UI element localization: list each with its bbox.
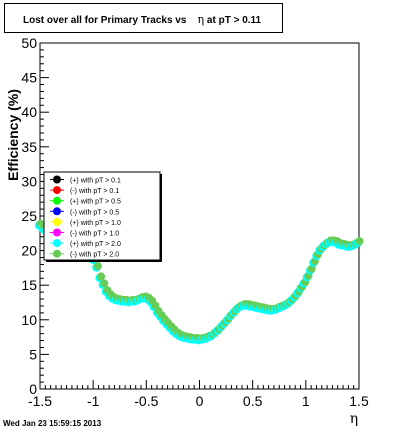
legend-marker [53,186,61,195]
timestamp-footer: Wed Jan 23 15:59:15 2013 [3,419,102,428]
chart-title-part2: at pT > 0.11 [206,15,262,26]
y-tick-label: 25 [21,208,37,224]
legend-marker [53,217,61,226]
x-tick-label: 1.5 [349,393,369,409]
y-tick-label: 20 [21,243,37,259]
data-point-minus-pt2 [355,237,364,246]
y-axis-label: Efficiency (%) [5,89,21,181]
chart-title-part1: Lost over all for Primary Tracks vs [23,15,187,26]
data-point-minus-pt2 [100,279,109,288]
legend-marker [53,207,61,216]
y-tick-label: 40 [21,104,37,120]
y-tick-label: 30 [21,173,37,189]
legend-marker [53,239,61,248]
y-tick-label: 15 [21,277,37,293]
legend-marker [53,249,61,258]
y-tick-label: 45 [21,70,37,86]
x-tick-label: -1.5 [28,393,52,409]
x-tick-label: 0 [196,393,204,409]
legend-label: (+) with pT > 1.0 [70,220,121,227]
y-tick-label: 35 [21,139,37,155]
legend-label: (+) with pT > 2.0 [70,241,121,248]
data-point-minus-pt2 [97,272,106,281]
legend-box [43,171,161,261]
legend-marker [53,196,61,205]
x-tick-label: -0.5 [134,393,158,409]
x-tick-label: 1 [302,393,310,409]
legend-label: (-) with pT > 2.0 [70,252,119,259]
y-tick-label: 5 [29,346,37,362]
data-point-minus-pt2 [93,262,102,271]
chart-title-eta: η [197,13,205,26]
legend-label: (-) with pT > 0.1 [70,188,119,195]
legend-label: (-) with pT > 1.0 [70,231,119,238]
y-tick-label: 0 [29,381,37,397]
x-axis-label: η [350,411,358,427]
y-tick-label: 50 [21,35,37,51]
legend-label: (-) with pT > 0.5 [70,209,119,216]
chart-title: Lost over all for Primary Tracks vs η at… [23,13,261,26]
legend-label: (+) with pT > 0.1 [70,178,121,185]
y-tick-label: 10 [21,312,37,328]
legend-marker [53,175,61,184]
x-tick-label: -1 [87,393,100,409]
chart-title-box: Lost over all for Primary Tracks vs η at… [4,3,283,33]
legend-marker [53,228,61,237]
legend-label: (+) with pT > 0.5 [70,199,121,206]
x-tick-label: 0.5 [243,393,263,409]
